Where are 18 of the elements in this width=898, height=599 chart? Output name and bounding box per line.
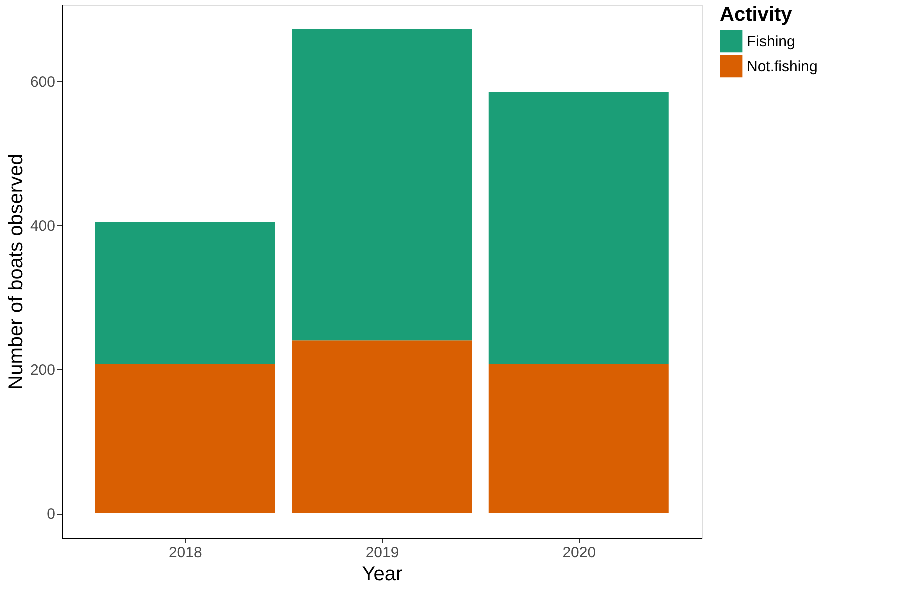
x-tick-label: 2020 — [562, 544, 596, 562]
bar — [95, 222, 276, 364]
y-axis-title: Number of boats observed — [5, 154, 28, 390]
bar — [292, 340, 472, 514]
y-tick-label: 0 — [47, 506, 56, 524]
legend-title: Activity — [720, 4, 794, 26]
legend-label: Not.fishing — [747, 58, 818, 76]
bar — [292, 29, 472, 341]
y-tick-label: 400 — [30, 218, 56, 235]
x-tick-label: 2019 — [366, 544, 400, 562]
bar — [488, 364, 669, 514]
x-axis-title: Year — [362, 564, 404, 586]
y-tick-label: 200 — [30, 362, 56, 379]
y-tick-label: 600 — [30, 74, 56, 91]
bar — [95, 364, 276, 514]
legend-label: Fishing — [747, 34, 796, 50]
x-tick-label: 2018 — [168, 544, 202, 562]
bar — [488, 92, 669, 364]
